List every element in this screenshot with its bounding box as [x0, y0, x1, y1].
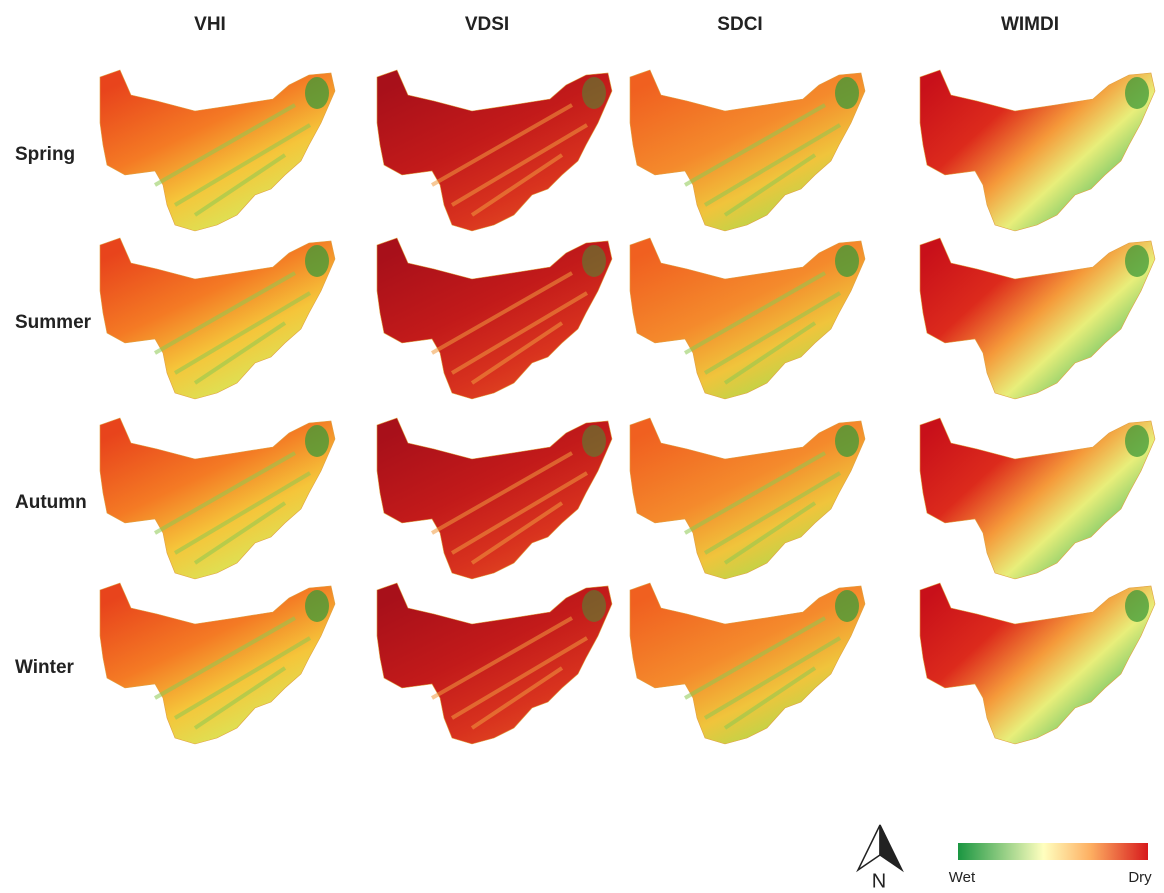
- map-highland: [1125, 245, 1149, 277]
- map-highland: [305, 77, 329, 109]
- map-panel: [100, 238, 335, 399]
- map-panel: [377, 418, 612, 579]
- map-highland: [582, 245, 606, 277]
- row-label: Summer: [15, 312, 92, 333]
- map-panel: [377, 70, 612, 231]
- map-highland: [1125, 77, 1149, 109]
- map-panel: [100, 70, 335, 231]
- row-label: Winter: [15, 657, 75, 678]
- map-panel: [100, 583, 335, 744]
- map-panel: [920, 418, 1155, 579]
- legend-low: Wet: [949, 869, 976, 886]
- map-panel: [920, 583, 1155, 744]
- map-highland: [582, 77, 606, 109]
- map-highland: [835, 245, 859, 277]
- legend-high: Dry: [1128, 869, 1152, 886]
- column-header: SDCI: [717, 14, 762, 35]
- map-panel: [630, 238, 865, 399]
- map-highland: [305, 245, 329, 277]
- north-arrow: N: [858, 825, 902, 892]
- map-highland: [835, 77, 859, 109]
- map-panel: [377, 238, 612, 399]
- map-panel: [920, 238, 1155, 399]
- map-panel: [377, 583, 612, 744]
- map-panel: [630, 70, 865, 231]
- column-header: VHI: [194, 14, 226, 35]
- map-panel: [630, 583, 865, 744]
- map-highland: [1125, 425, 1149, 457]
- map-highland: [305, 425, 329, 457]
- row-label: Autumn: [15, 492, 87, 513]
- map-region: [920, 418, 1155, 579]
- map-highland: [305, 590, 329, 622]
- north-arrow-right: [880, 825, 902, 870]
- map-highland: [835, 425, 859, 457]
- map-highland: [582, 590, 606, 622]
- map-highland: [582, 425, 606, 457]
- north-label: N: [872, 870, 886, 892]
- map-panel: [100, 418, 335, 579]
- map-panel: [920, 70, 1155, 231]
- column-header: VDSI: [465, 14, 509, 35]
- map-region: [920, 583, 1155, 744]
- row-label: Spring: [15, 144, 75, 165]
- figure: N Wet Dry VHI VDSI SDCI WIMDI Spring Summer Au…: [0, 0, 1164, 893]
- column-header: WIMDI: [1001, 14, 1059, 35]
- north-arrow-left: [858, 825, 880, 870]
- map-highland: [1125, 590, 1149, 622]
- map-highland: [835, 590, 859, 622]
- map-region: [920, 70, 1155, 231]
- legend-colorbar: [958, 843, 1148, 860]
- map-panel: [630, 418, 865, 579]
- map-region: [920, 238, 1155, 399]
